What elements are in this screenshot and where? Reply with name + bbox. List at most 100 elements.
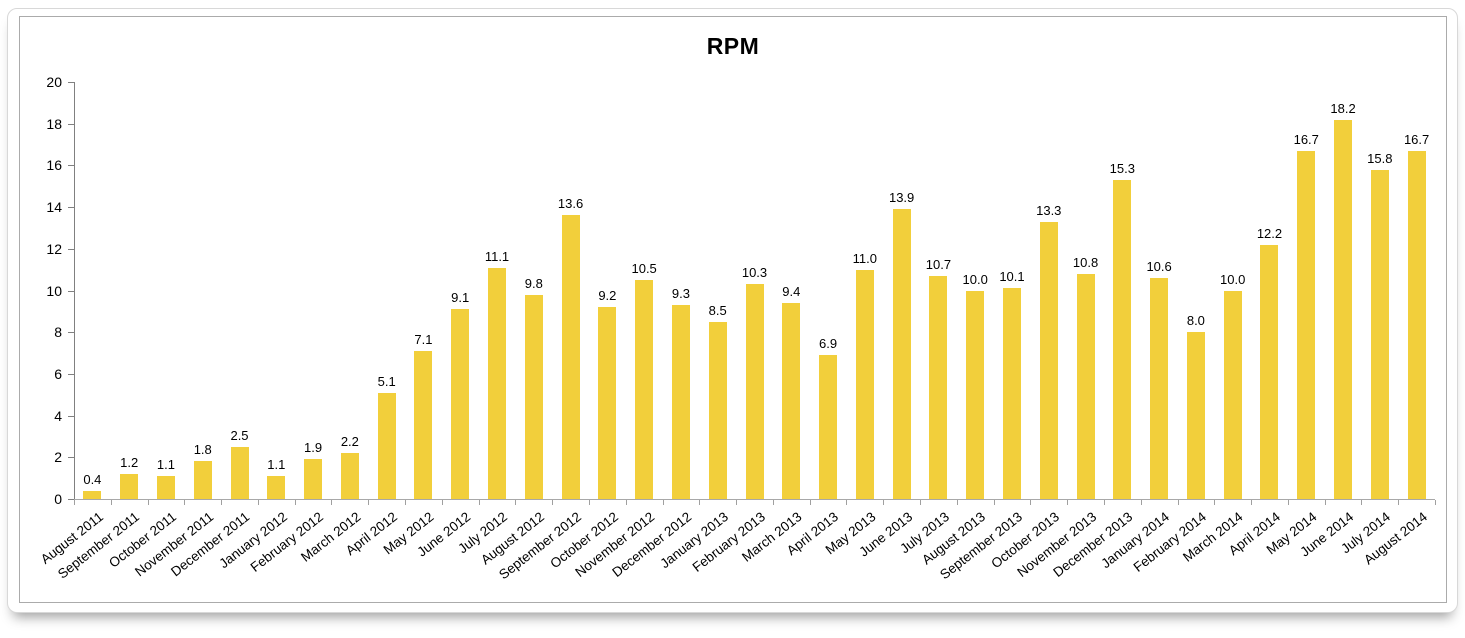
y-tick [68,415,74,417]
bar [708,321,727,499]
bar-value-label: 9.4 [782,284,801,299]
y-tick [68,499,74,500]
x-axis-baseline [74,499,1435,500]
bar-value-label: 1.2 [120,454,139,470]
x-tick [809,500,811,505]
bar-value-label: 16.7 [1403,131,1430,147]
bar [1076,273,1095,499]
bar [1150,277,1169,499]
bar-value-label: 10.8 [1072,254,1099,270]
x-tick [1140,500,1142,505]
bar-value-label: 9.1 [451,290,470,306]
x-tick [110,500,112,505]
bar-value-label: 1.9 [304,440,323,456]
x-tick [1287,500,1289,505]
x-tick [883,500,885,505]
plot-area: 0 2 4 6 8 10 12 14 16 18 20 0.4 1.2 1.1 1.8 2.5 1.1 1.9 2… [20,17,1446,602]
bar-value-label: 1.8 [193,442,212,458]
y-tick [68,123,74,125]
bar [892,209,911,499]
y-tick [68,332,74,334]
bar-value-label: 10.7 [925,256,952,272]
x-tick [1214,500,1216,505]
bar-value-label: 13.6 [557,196,584,212]
x-tick [368,500,370,505]
x-tick [1435,500,1436,505]
bar-value-label: 8.0 [1186,313,1205,329]
x-tick [1030,500,1032,505]
bar [120,473,139,499]
bar [561,215,580,499]
x-tick [1103,500,1105,505]
bar [1370,169,1389,499]
bar [598,307,617,499]
x-tick [993,500,995,505]
bar [855,269,874,499]
bar [1297,150,1316,499]
bar [414,350,433,499]
y-tick-label: 4 [54,407,62,424]
y-tick-label: 12 [46,240,62,257]
bar [83,490,102,499]
bar [1039,221,1058,499]
bar-value-label: 9.8 [524,275,543,291]
bar [966,290,985,499]
bar [1113,179,1132,499]
bar [1260,244,1279,499]
x-tick [221,500,223,505]
bar-value-label: 11.0 [852,250,878,266]
y-tick [68,165,74,167]
bar-value-label: 2.2 [340,434,359,450]
x-tick [1361,500,1363,505]
x-tick [1067,500,1069,505]
bar [377,392,396,499]
x-tick [662,500,664,505]
y-tick-label: 0 [54,491,62,507]
bar [488,267,506,499]
x-tick [147,500,149,505]
chart-frame: RPM 0 2 4 6 8 10 12 14 16 18 20 0.4 1.2 1.1 1.8 2.5 1.1… [19,16,1447,603]
x-tick [625,500,627,505]
y-tick-label: 6 [54,365,62,382]
x-tick [294,500,296,505]
bar [635,280,654,499]
bar-value-label: 12.2 [1256,225,1283,241]
bar-value-label: 5.1 [377,373,396,389]
x-tick [1324,500,1326,505]
x-tick [515,500,517,505]
x-tick [1177,500,1179,505]
y-tick-label: 10 [46,282,62,299]
bar [267,476,286,499]
bar-value-label: 8.5 [708,302,727,318]
bar-value-label: 10.1 [999,269,1025,285]
x-tick [956,500,958,505]
bar-value-label: 1.1 [267,457,286,473]
bar [1334,119,1353,499]
bar [1002,288,1021,499]
bar [1407,150,1426,499]
bar-value-label: 15.3 [1109,160,1135,176]
x-tick [257,500,259,505]
x-tick [699,500,701,505]
bar-value-label: 9.3 [671,286,690,302]
bar-value-label: 10.6 [1146,258,1172,274]
x-tick [331,500,333,505]
y-tick-label: 2 [54,449,62,466]
bar-value-label: 15.8 [1367,150,1393,166]
y-tick [68,290,74,292]
bar [156,476,175,499]
bar-value-label: 9.2 [598,288,617,304]
y-tick-label: 8 [54,324,62,341]
y-tick-label: 20 [46,74,62,90]
y-tick [68,207,74,209]
bar [745,284,764,499]
x-tick [772,500,774,505]
y-tick-label: 18 [46,115,62,132]
y-tick-label: 14 [46,199,62,216]
bar-value-label: 16.7 [1293,131,1319,147]
x-tick [552,500,554,505]
y-tick [68,457,74,459]
bar-value-label: 10.0 [962,271,988,287]
y-tick-label: 16 [46,157,62,174]
bar [671,305,690,499]
